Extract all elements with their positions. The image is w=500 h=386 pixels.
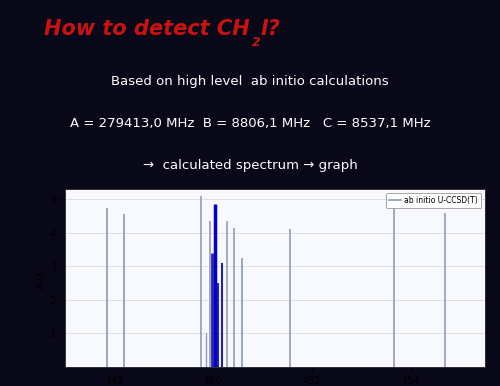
Text: I?: I? <box>261 19 281 39</box>
Text: How to detect CH: How to detect CH <box>44 19 250 39</box>
Text: A = 279413,0 MHz  B = 8806,1 MHz   C = 8537,1 MHz: A = 279413,0 MHz B = 8806,1 MHz C = 8537… <box>70 117 430 130</box>
Legend: ab initio U-CCSD(T): ab initio U-CCSD(T) <box>386 193 481 208</box>
Text: Based on high level  ab initio calculations: Based on high level ab initio calculatio… <box>111 74 389 88</box>
Y-axis label: A.U.: A.U. <box>36 267 46 289</box>
Text: 2: 2 <box>252 36 260 49</box>
Text: →  calculated spectrum → graph: → calculated spectrum → graph <box>142 159 358 173</box>
